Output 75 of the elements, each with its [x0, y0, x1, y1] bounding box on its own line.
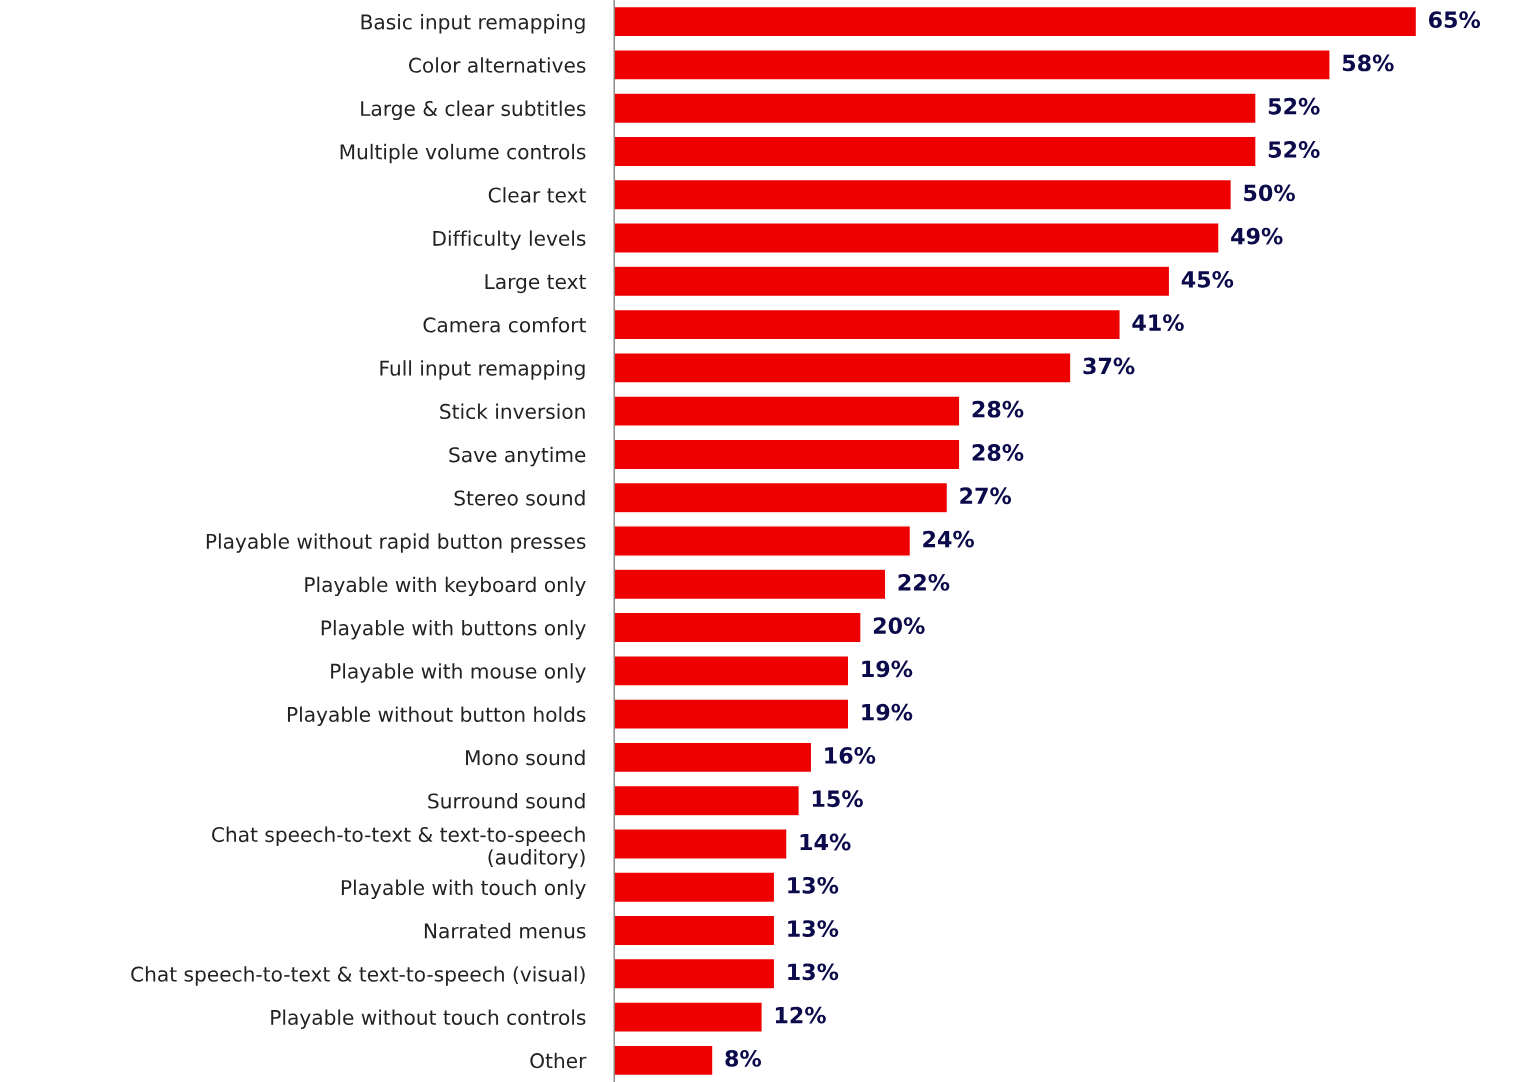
bar	[614, 741, 813, 774]
bar	[614, 1044, 714, 1077]
bar	[614, 611, 862, 644]
bar	[614, 481, 949, 514]
y-tick-label: Chat speech-to-text & text-to-speech (auditory)	[212, 826, 585, 869]
bar	[614, 698, 850, 730]
data-label: 13%	[788, 963, 839, 981]
bar	[614, 914, 776, 947]
data-label: 65%	[1428, 11, 1481, 29]
bar	[614, 784, 801, 817]
data-label: 13%	[788, 920, 839, 937]
data-label: 58%	[1342, 54, 1394, 72]
bar	[614, 135, 1257, 168]
bar	[614, 525, 912, 557]
data-label: 19%	[862, 703, 913, 721]
y-tick-label: Playable with touch only	[341, 879, 586, 900]
data-label: 37%	[1083, 357, 1135, 375]
bar	[614, 871, 776, 904]
y-tick-label: Clear text	[488, 187, 586, 203]
y-tick-label: Large text	[485, 274, 586, 294]
data-label: 20%	[873, 617, 925, 635]
y-tick-label: Surround sound	[428, 793, 585, 809]
bar	[614, 308, 1121, 341]
y-tick-label: Basic input remapping	[361, 13, 585, 34]
data-label: 52%	[1268, 97, 1320, 115]
y-tick-label: Mono sound	[466, 749, 585, 766]
bar	[614, 352, 1072, 384]
y-tick-label: Playable with keyboard only	[305, 576, 586, 597]
data-label: 22%	[898, 573, 950, 591]
data-label: 12%	[775, 1006, 826, 1024]
data-label: 28%	[972, 444, 1024, 461]
y-tick-label: Stick inversion	[440, 403, 585, 420]
data-label: 8%	[725, 1050, 762, 1067]
data-label: 13%	[788, 876, 839, 894]
y-tick-label: Narrated menus	[424, 922, 586, 939]
bar	[614, 178, 1233, 211]
bar	[614, 654, 850, 687]
bar	[614, 828, 788, 860]
data-label: 41%	[1132, 314, 1184, 332]
bar	[614, 92, 1257, 125]
y-tick-label: Playable with buttons only	[321, 619, 586, 640]
y-tick-label: Difficulty levels	[433, 230, 586, 250]
data-label: 49%	[1231, 227, 1283, 245]
bar	[614, 438, 961, 471]
bar	[614, 1001, 763, 1033]
bar	[614, 568, 887, 601]
bar	[614, 265, 1171, 298]
y-tick-label: Multiple volume controls	[340, 143, 586, 164]
y-tick-label: Playable with mouse only	[331, 663, 586, 683]
y-tick-label: Stereo sound	[454, 490, 585, 506]
bar	[614, 957, 776, 990]
data-label: 27%	[960, 487, 1012, 505]
bar	[614, 222, 1220, 254]
y-tick-label: Chat speech-to-text & text-to-speech (visual)	[131, 966, 585, 986]
data-label: 45%	[1181, 270, 1234, 288]
y-tick-label: Playable without rapid button presses	[206, 533, 586, 553]
data-label: 16%	[825, 747, 876, 764]
y-tick-label: Camera comfort	[423, 316, 586, 333]
data-label: 24%	[923, 530, 975, 548]
y-tick-label: Playable without touch controls	[271, 1009, 586, 1029]
data-label: 19%	[862, 660, 913, 678]
data-label: 50%	[1244, 184, 1295, 202]
data-label: 15%	[812, 790, 863, 808]
data-label: 52%	[1268, 141, 1320, 158]
y-tick-label: Other	[530, 1052, 587, 1069]
data-label: 28%	[972, 400, 1024, 418]
y-tick-label: Playable without button holds	[287, 706, 586, 726]
data-label: 14%	[800, 833, 851, 851]
y-tick-label: Color alternatives	[409, 57, 586, 73]
bar	[614, 49, 1331, 81]
y-tick-label: Save anytime	[449, 446, 586, 467]
y-tick-label: Full input remapping	[380, 360, 585, 380]
bar	[614, 395, 961, 428]
bar	[614, 5, 1418, 38]
y-tick-label: Large & clear subtitles	[361, 100, 586, 121]
